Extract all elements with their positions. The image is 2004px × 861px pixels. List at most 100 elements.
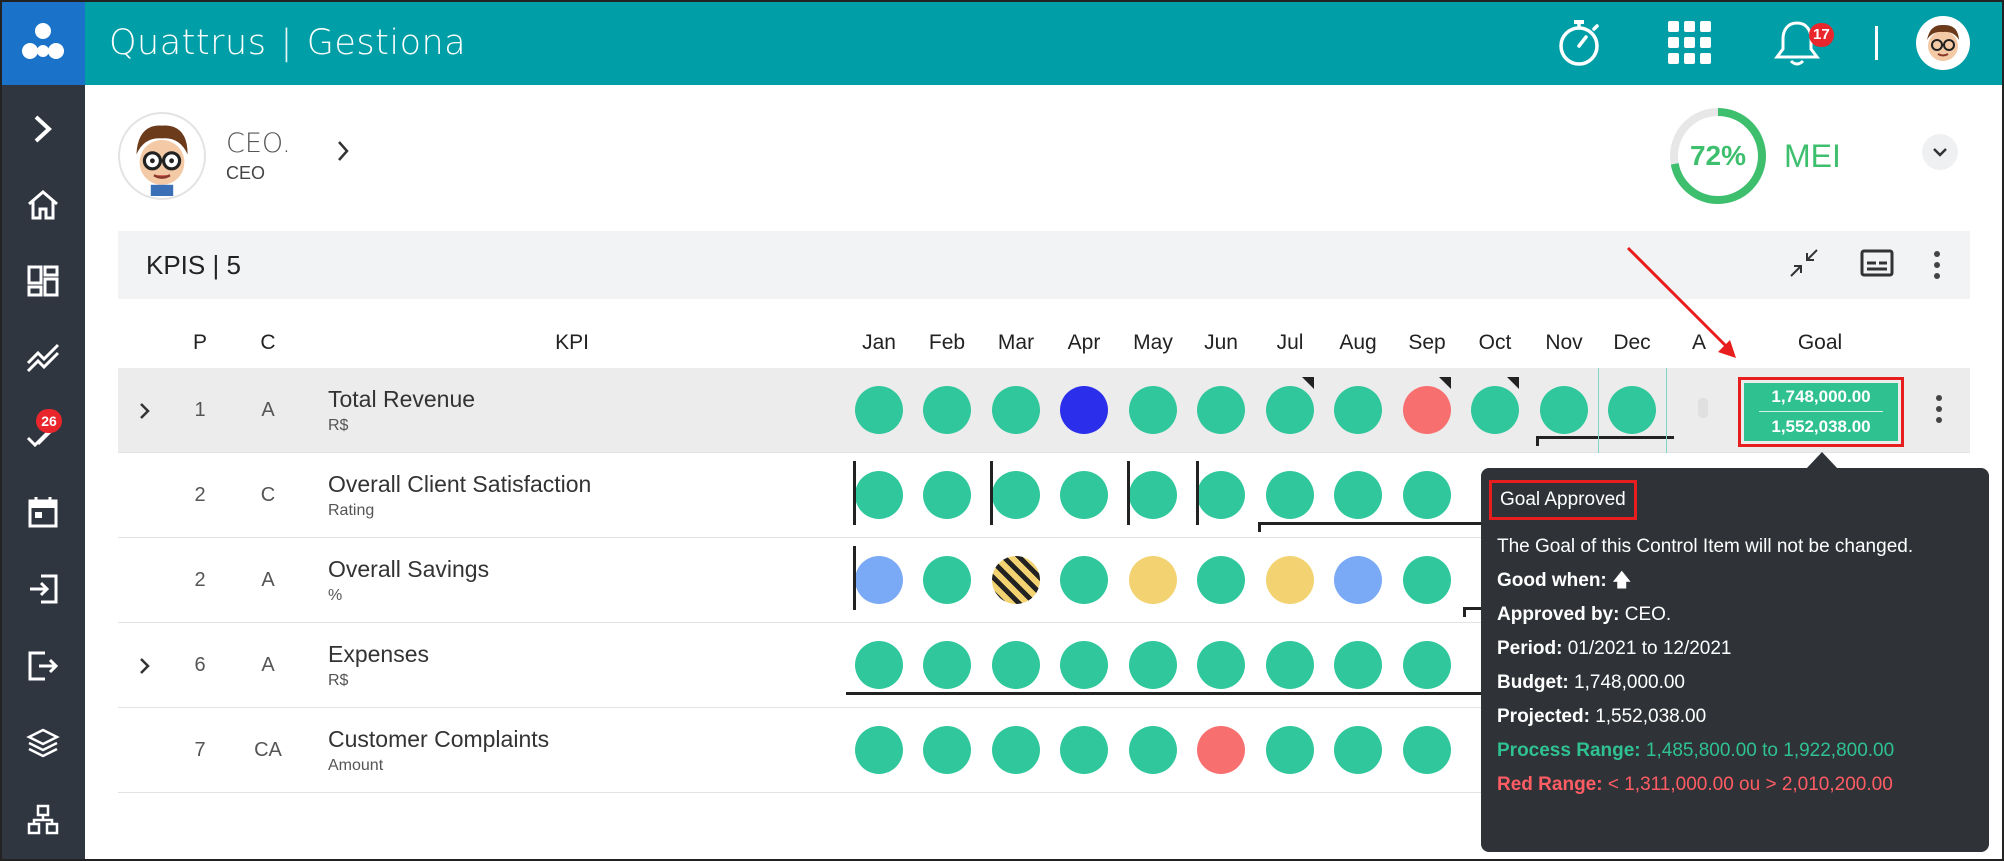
- status-ball[interactable]: [1060, 726, 1108, 774]
- status-ball[interactable]: [1334, 386, 1382, 434]
- app-logo[interactable]: [0, 0, 85, 85]
- status-ball[interactable]: [1197, 726, 1245, 774]
- status-ball[interactable]: [1403, 641, 1451, 689]
- kpi-cell[interactable]: Overall Savings %: [328, 538, 489, 623]
- status-ball[interactable]: [1129, 556, 1177, 604]
- kpi-name[interactable]: Expenses: [328, 641, 430, 667]
- status-ball[interactable]: [1403, 556, 1451, 604]
- status-ball[interactable]: [1197, 556, 1245, 604]
- notifications-button[interactable]: 17: [1771, 17, 1834, 69]
- table-row[interactable]: 1 A Total Revenue R$: [118, 368, 1970, 453]
- status-ball[interactable]: [923, 386, 971, 434]
- status-ball[interactable]: [1060, 471, 1108, 519]
- sidebar-item-layers[interactable]: [0, 713, 85, 773]
- col-header-c[interactable]: C: [260, 331, 276, 354]
- status-ball[interactable]: [855, 726, 903, 774]
- status-ball[interactable]: [992, 641, 1040, 689]
- kpi-cell[interactable]: Overall Client Satisfaction Rating: [328, 453, 591, 538]
- sidebar-item-indicators[interactable]: [0, 328, 85, 388]
- status-ball[interactable]: [1060, 641, 1108, 689]
- status-ball[interactable]: [1129, 641, 1177, 689]
- status-ball[interactable]: [1334, 556, 1382, 604]
- kpi-menu-button[interactable]: [1934, 251, 1940, 279]
- row-menu-button[interactable]: [1936, 395, 1942, 423]
- goal-cell-highlight[interactable]: 1,748,000.00 1,552,038.00: [1738, 377, 1904, 447]
- chevron-right-icon: [337, 140, 349, 161]
- status-ball[interactable]: [923, 641, 971, 689]
- kpi-name[interactable]: Overall Client Satisfaction: [328, 471, 592, 497]
- status-ball[interactable]: [992, 726, 1040, 774]
- status-ball[interactable]: [1197, 471, 1245, 519]
- status-ball[interactable]: [923, 556, 971, 604]
- kpi-name[interactable]: Total Revenue: [328, 386, 476, 412]
- status-ball[interactable]: [1129, 726, 1177, 774]
- collapse-button[interactable]: [1788, 247, 1820, 284]
- col-header-a: A: [1691, 331, 1707, 354]
- sidebar-item-home[interactable]: [0, 175, 85, 235]
- status-ball[interactable]: [855, 386, 903, 434]
- status-ball[interactable]: [1540, 386, 1588, 434]
- apps-button[interactable]: [1667, 20, 1713, 66]
- col-header-month: May: [1133, 331, 1173, 354]
- status-ball[interactable]: [1266, 641, 1314, 689]
- kpi-name[interactable]: Overall Savings: [328, 556, 490, 582]
- mei-dropdown-button[interactable]: [1922, 134, 1958, 170]
- tooltip-good-when: Good when: 🡅: [1497, 570, 1632, 591]
- status-ball[interactable]: [1129, 471, 1177, 519]
- sidebar-item-structure[interactable]: [0, 790, 85, 850]
- status-ball[interactable]: [1334, 726, 1382, 774]
- status-ball[interactable]: [1197, 641, 1245, 689]
- status-ball[interactable]: [1266, 386, 1314, 434]
- row-expand-button[interactable]: [138, 623, 152, 708]
- col-header-month: Feb: [928, 331, 966, 354]
- table-row[interactable]: 2 C Overall Client Satisfaction Rating: [118, 453, 1970, 538]
- sidebar-expand[interactable]: [0, 99, 85, 159]
- profile-avatar[interactable]: [118, 112, 206, 200]
- table-row[interactable]: 7 CA Customer Complaints Amount: [118, 708, 1970, 793]
- status-ball[interactable]: [1129, 386, 1177, 434]
- kpi-cell[interactable]: Customer Complaints Amount: [328, 708, 549, 793]
- status-ball[interactable]: [1266, 471, 1314, 519]
- col-header-goal: Goal: [1797, 331, 1843, 354]
- status-ball[interactable]: [1197, 386, 1245, 434]
- status-ball[interactable]: [1266, 726, 1314, 774]
- timer-button[interactable]: [1555, 18, 1603, 68]
- table-row[interactable]: 6 A Expenses R$: [118, 623, 1970, 708]
- table-row[interactable]: 2 A Overall Savings %: [118, 538, 1970, 623]
- status-ball[interactable]: [1266, 556, 1314, 604]
- col-header-kpi[interactable]: KPI: [555, 331, 589, 354]
- profile-expand[interactable]: [335, 139, 351, 168]
- subtitles-button[interactable]: [1860, 249, 1894, 282]
- status-ball[interactable]: [1334, 471, 1382, 519]
- sidebar-item-export[interactable]: [0, 636, 85, 696]
- col-header-p[interactable]: P: [192, 331, 208, 354]
- sidebar-item-import[interactable]: [0, 559, 85, 619]
- status-ball[interactable]: [1334, 641, 1382, 689]
- kpi-cell[interactable]: Total Revenue R$: [328, 368, 475, 453]
- mei-indicator[interactable]: 72% MEI: [1668, 106, 1841, 206]
- sidebar-item-tasks[interactable]: 26: [0, 405, 85, 465]
- column-guide: [1598, 368, 1599, 453]
- status-ball[interactable]: [1060, 386, 1108, 434]
- status-ball[interactable]: [1471, 386, 1519, 434]
- status-ball[interactable]: [1608, 386, 1656, 434]
- status-ball[interactable]: [855, 556, 903, 604]
- status-ball[interactable]: [855, 641, 903, 689]
- status-ball[interactable]: [1060, 556, 1108, 604]
- sidebar-item-dashboard[interactable]: [0, 251, 85, 311]
- status-ball[interactable]: [1403, 471, 1451, 519]
- status-ball[interactable]: [992, 386, 1040, 434]
- sidebar-item-calendar[interactable]: [0, 482, 85, 542]
- status-ball[interactable]: [855, 471, 903, 519]
- kpi-name[interactable]: Customer Complaints: [328, 726, 550, 752]
- status-ball[interactable]: [1403, 386, 1451, 434]
- kpi-cell[interactable]: Expenses R$: [328, 623, 429, 708]
- status-ball[interactable]: [992, 556, 1040, 604]
- status-ball[interactable]: [923, 471, 971, 519]
- user-avatar[interactable]: [1916, 15, 1970, 70]
- status-ball[interactable]: [992, 471, 1040, 519]
- row-expand-button[interactable]: [138, 368, 152, 453]
- goal-cell[interactable]: 1,748,000.00 1,552,038.00: [1744, 383, 1898, 441]
- status-ball[interactable]: [1403, 726, 1451, 774]
- status-ball[interactable]: [923, 726, 971, 774]
